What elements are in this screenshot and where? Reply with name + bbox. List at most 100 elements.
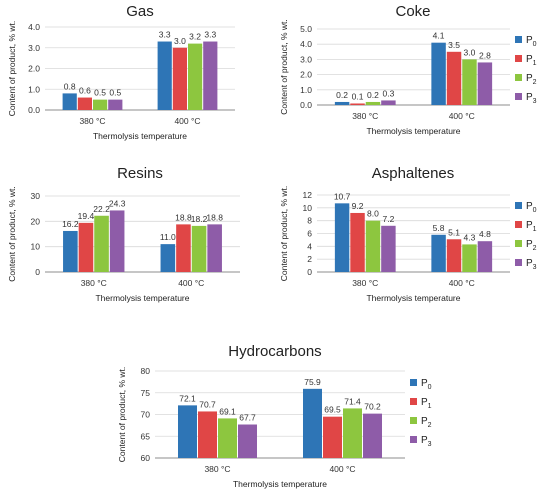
y-tick-label: 70 [141, 410, 151, 420]
legend-subscript: 2 [428, 422, 432, 429]
y-axis-label: Content of product, % wt. [117, 367, 127, 462]
bar-p1 [77, 97, 92, 110]
x-axis-label: Thermolysis temperature [366, 293, 460, 303]
data-label: 18.8 [175, 212, 192, 222]
y-tick-label: 10 [303, 203, 313, 213]
legend-entry: P1 [526, 220, 537, 233]
x-axis-label: Thermolysis temperature [233, 479, 327, 489]
data-label: 7.2 [382, 214, 394, 224]
bar-p1 [78, 222, 94, 272]
legend-swatch [410, 417, 417, 424]
bar-p0 [178, 405, 197, 458]
bar-p0 [63, 230, 78, 272]
x-tick-label: 400 °C [329, 464, 355, 474]
legend-swatch [515, 93, 522, 100]
x-tick-label: 400 °C [174, 116, 200, 126]
bar-p0 [334, 203, 350, 272]
y-tick-label: 1.0 [300, 85, 312, 95]
legend-entry: P0 [526, 201, 537, 214]
bar-p3 [477, 62, 493, 105]
bar-p3 [381, 225, 396, 272]
data-label: 5.8 [433, 223, 445, 233]
y-tick-label: 20 [31, 216, 41, 226]
bar-p1 [446, 239, 462, 272]
bar-p3 [477, 241, 493, 272]
y-tick-label: 5.0 [300, 24, 312, 34]
legend-subscript: 1 [428, 403, 432, 410]
x-tick-label: 400 °C [449, 278, 475, 288]
data-label: 2.8 [479, 50, 491, 60]
bar-p2 [462, 59, 477, 105]
y-tick-label: 6 [307, 229, 312, 239]
legend-base: P [526, 201, 533, 212]
bar-p1 [198, 411, 217, 458]
bar-p3 [207, 224, 222, 272]
data-label: 70.2 [364, 402, 381, 412]
x-tick-label: 380 °C [204, 464, 230, 474]
data-label: 0.6 [79, 86, 91, 96]
legend-base: P [526, 220, 533, 231]
y-axis-label: Content of product, % wt. [7, 21, 17, 116]
y-tick-label: 12 [303, 190, 313, 200]
legend-swatch [515, 36, 522, 43]
y-tick-label: 75 [141, 388, 151, 398]
y-tick-label: 30 [31, 191, 41, 201]
legend-entry: P0 [526, 35, 537, 48]
data-label: 67.7 [239, 413, 256, 423]
y-tick-label: 8 [307, 216, 312, 226]
bar-p2 [365, 101, 381, 105]
legend-base: P [526, 92, 533, 103]
data-label: 3.2 [189, 32, 201, 42]
bar-p3 [108, 99, 123, 110]
legend-swatch [515, 202, 522, 209]
legend-swatch [515, 240, 522, 247]
legend: P0 P1 P2 P3 [515, 201, 537, 271]
chart-title: Gas [126, 3, 154, 20]
data-label: 18.8 [206, 212, 223, 222]
bar-p3 [238, 424, 257, 458]
y-tick-label: 3.0 [28, 43, 40, 53]
legend-entry: P3 [421, 435, 432, 448]
data-label: 3.0 [464, 47, 476, 57]
legend-entry: P3 [526, 258, 537, 271]
x-axis-label: Thermolysis temperature [93, 131, 187, 141]
data-label: 0.1 [352, 91, 364, 101]
data-label: 4.1 [433, 31, 445, 41]
y-tick-label: 2 [307, 254, 312, 264]
bar-p0 [160, 244, 176, 272]
legend-base: P [526, 239, 533, 250]
bar-p2 [191, 225, 207, 272]
legend-base: P [526, 35, 533, 46]
y-tick-label: 2.0 [28, 64, 40, 74]
legend-subscript: 3 [428, 441, 432, 448]
y-tick-label: 1.0 [28, 84, 40, 94]
y-tick-label: 4.0 [300, 39, 312, 49]
data-label: 9.2 [352, 201, 364, 211]
y-axis-label: Content of product, % wt. [279, 186, 289, 281]
data-label: 0.2 [367, 90, 379, 100]
y-tick-label: 3.0 [300, 54, 312, 64]
legend-base: P [526, 258, 533, 269]
y-tick-label: 0 [35, 267, 40, 277]
x-axis-label: Thermolysis temperature [95, 293, 189, 303]
legend-swatch [410, 436, 417, 443]
legend-base: P [421, 378, 428, 389]
legend-base: P [526, 54, 533, 65]
x-axis-label: Thermolysis temperature [366, 126, 460, 136]
y-tick-label: 2.0 [300, 70, 312, 80]
legend-entry: P2 [526, 239, 537, 252]
x-tick-label: 380 °C [81, 278, 107, 288]
data-label: 24.3 [109, 198, 126, 208]
data-label: 4.8 [479, 229, 491, 239]
legend-subscript: 1 [533, 60, 537, 67]
data-label: 11.0 [160, 232, 176, 242]
legend-swatch [515, 74, 522, 81]
data-label: 0.5 [94, 88, 106, 98]
data-label: 8.0 [367, 209, 379, 219]
bar-p1 [350, 212, 365, 272]
data-label: 22.2 [93, 204, 110, 214]
chart-title: Asphaltenes [372, 165, 455, 182]
bar-p1 [176, 224, 191, 272]
y-axis-label: Content of product, % wt. [279, 19, 289, 114]
